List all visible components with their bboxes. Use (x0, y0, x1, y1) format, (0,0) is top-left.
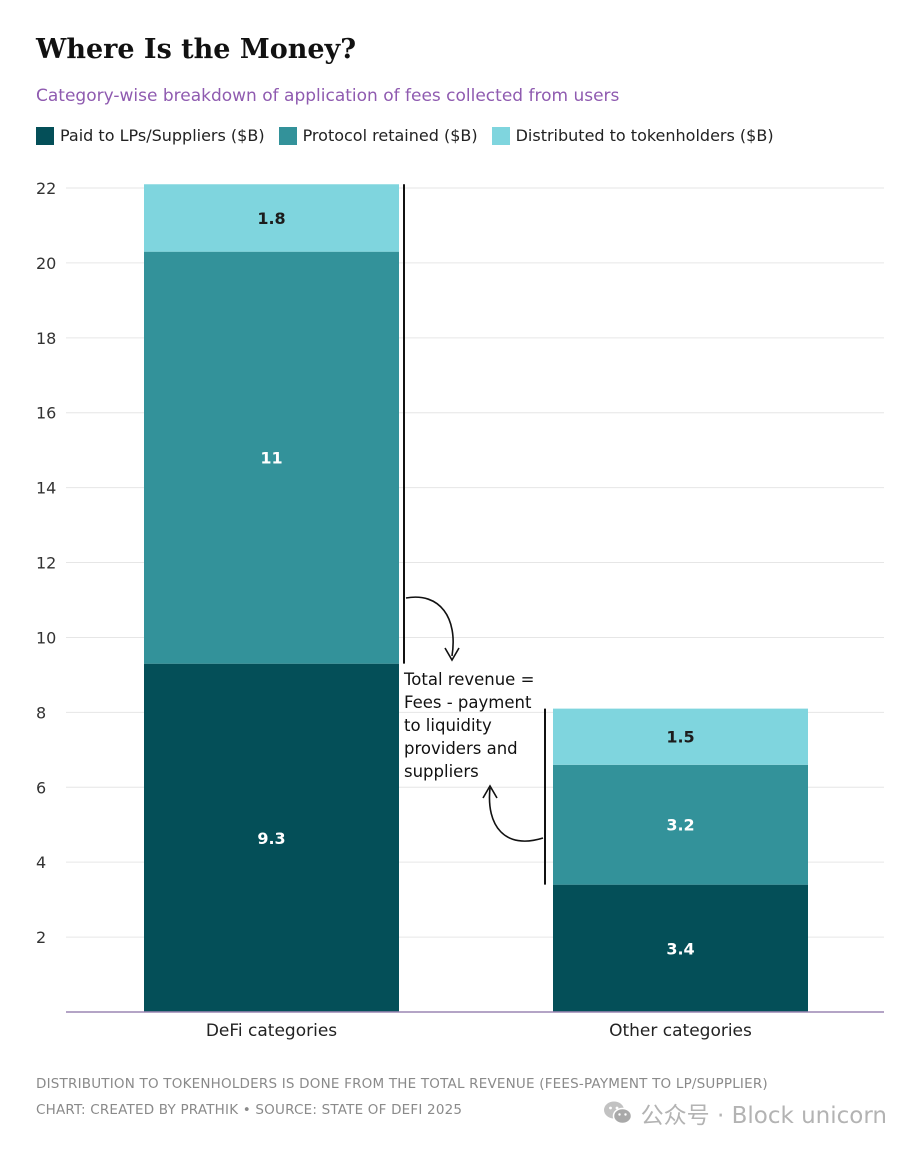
bar-value-label: 1.8 (257, 209, 285, 228)
annotation-text-line: Fees - payment (404, 693, 532, 712)
y-tick-label: 4 (36, 853, 46, 872)
legend-item-tokenholders: Distributed to tokenholders ($B) (491, 126, 774, 145)
chart-title: Where Is the Money? (36, 34, 357, 65)
legend-label-protocol: Protocol retained ($B) (302, 126, 478, 145)
curved-arrow-down (405, 596, 454, 657)
bar-segment-tokenholders (144, 184, 399, 252)
legend-swatch-protocol (278, 126, 297, 145)
annotation-text-line: Total revenue = (403, 670, 534, 689)
arrowhead-down (444, 647, 460, 662)
chart-subtitle: Category-wise breakdown of application o… (36, 86, 620, 106)
legend-item-protocol: Protocol retained ($B) (278, 126, 478, 145)
legend-swatch-lps (36, 126, 54, 145)
y-tick-label: 22 (36, 179, 56, 198)
bar-value-label: 3.4 (666, 939, 694, 958)
watermark: 公众号 · Block unicorn (603, 1096, 887, 1130)
legend-label-lps: Paid to LPs/Suppliers ($B) (60, 126, 265, 145)
annotation-text-line: providers and (404, 739, 518, 758)
legend-item-lps: Paid to LPs/Suppliers ($B) (36, 126, 265, 145)
annotation-text-line: to liquidity (404, 716, 492, 735)
watermark-text: 公众号 · Block unicorn (640, 1103, 887, 1129)
y-tick-label: 18 (36, 329, 56, 348)
bar-segment-lps (553, 884, 808, 1012)
y-tick-label: 14 (36, 479, 56, 498)
y-tick-label: 6 (36, 778, 46, 797)
y-tick-label: 16 (36, 404, 56, 423)
y-tick-label: 20 (36, 254, 56, 273)
bar-value-labels: 9.3 11 1.8 3.4 3.2 1.5 (257, 209, 694, 958)
bar-segment-tokenholders (553, 708, 808, 765)
bar-value-label: 3.2 (666, 816, 694, 835)
curved-arrow-up (488, 787, 544, 842)
stacked-bar-chart: 9.3 11 1.8 3.4 3.2 1.5 2 4 6 8 10 12 14 16 18 20 22 DeFi… (36, 179, 884, 1041)
footer-note: DISTRIBUTION TO TOKENHOLDERS IS DONE FRO… (36, 1076, 768, 1092)
x-tick-label: Other categories (609, 1021, 752, 1041)
y-tick-label: 2 (36, 928, 46, 947)
y-tick-label: 12 (36, 554, 56, 573)
x-tick-label: DeFi categories (206, 1021, 337, 1041)
legend-label-tokenholders: Distributed to tokenholders ($B) (515, 126, 774, 145)
y-tick-label: 8 (36, 703, 46, 722)
y-tick-label: 10 (36, 628, 56, 647)
bar-value-label: 1.5 (666, 728, 694, 747)
bar-segment-lps (144, 663, 399, 1012)
bar-value-label: 9.3 (257, 829, 285, 848)
bar-segment-protocol (553, 764, 808, 885)
bars (144, 184, 808, 1012)
wechat-icon (603, 1101, 632, 1125)
axes: 2 4 6 8 10 12 14 16 18 20 22 DeFi categories Other c… (36, 179, 884, 1041)
annotation-text-line: suppliers (404, 762, 479, 781)
total-revenue-annotation: Total revenue = Fees - payment to liquidit… (403, 184, 546, 885)
bar-segment-protocol (144, 251, 399, 664)
legend-swatch-tokenholders (491, 126, 510, 145)
footer-credit: CHART: CREATED BY PRATHIK • SOURCE: STAT… (36, 1102, 463, 1118)
legend: Paid to LPs/Suppliers ($B) Protocol reta… (36, 126, 774, 145)
bar-value-label: 11 (260, 449, 282, 468)
arrowhead-up (482, 784, 498, 799)
